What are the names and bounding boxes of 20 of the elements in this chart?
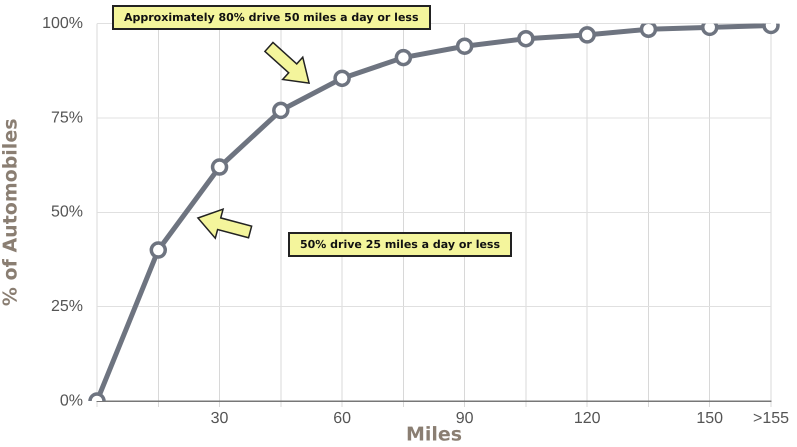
point <box>578 26 596 44</box>
point <box>210 158 228 176</box>
point <box>394 48 412 66</box>
point <box>456 37 474 55</box>
annotation: Approximately 80% drive 50 miles a day or less <box>112 5 430 30</box>
y-tick-label: 0% <box>60 392 83 410</box>
y-axis-title: % of Automobiles <box>0 118 22 306</box>
point <box>517 30 535 48</box>
annotation: 50% drive 25 miles a day or less <box>288 232 512 257</box>
point <box>333 70 351 88</box>
point <box>272 102 290 120</box>
x-tick-label: >155 <box>752 410 790 428</box>
y-tick-label: 75% <box>50 109 83 126</box>
y-tick-label: 25% <box>50 298 83 316</box>
x-tick-label: 150 <box>696 410 724 428</box>
x-tick-label: 30 <box>210 410 229 428</box>
x-tick-label: 120 <box>574 410 601 428</box>
y-tick-label: 50% <box>50 204 83 221</box>
x-tick-label: 60 <box>333 410 352 428</box>
y-tick-label: 100% <box>42 15 83 32</box>
